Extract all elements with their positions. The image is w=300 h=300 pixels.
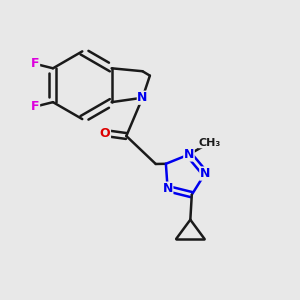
Text: N: N <box>184 148 194 161</box>
Text: N: N <box>137 91 148 104</box>
Text: N: N <box>200 167 210 180</box>
Text: O: O <box>100 127 110 140</box>
Text: F: F <box>31 57 40 70</box>
Text: F: F <box>31 100 40 113</box>
Text: N: N <box>162 182 173 195</box>
Text: CH₃: CH₃ <box>199 138 221 148</box>
